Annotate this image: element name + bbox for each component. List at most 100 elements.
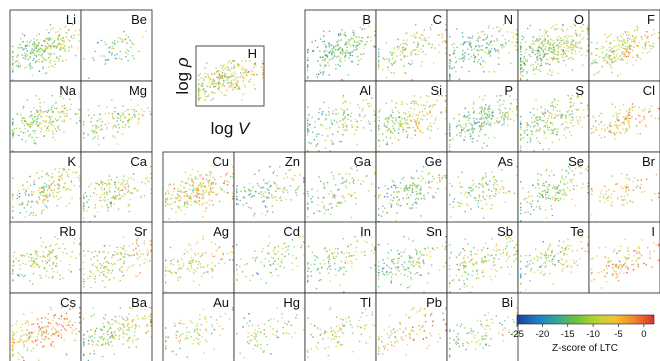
scatter-point: [451, 67, 453, 70]
scatter-point: [480, 128, 483, 131]
panel-element-label: In: [360, 224, 371, 239]
scatter-point: [56, 107, 58, 109]
scatter-point: [410, 176, 413, 178]
scatter-point: [651, 45, 654, 47]
scatter-point: [346, 129, 348, 131]
scatter-point: [311, 251, 313, 254]
scatter-point: [491, 111, 493, 113]
scatter-point: [617, 57, 620, 60]
scatter-point: [123, 262, 125, 265]
scatter-point: [398, 253, 401, 255]
panel-element-label: Rb: [59, 224, 76, 239]
scatter-point: [307, 69, 309, 72]
scatter-point: [133, 254, 135, 256]
scatter-point: [441, 95, 443, 97]
scatter-point: [319, 180, 322, 182]
scatter-point: [40, 115, 42, 118]
scatter-point: [24, 55, 26, 57]
scatter-point: [322, 73, 324, 76]
scatter-point: [315, 144, 317, 146]
scatter-point: [581, 187, 583, 189]
scatter-point: [472, 131, 474, 134]
scatter-point: [211, 269, 214, 271]
scatter-point: [68, 29, 70, 31]
scatter-point: [349, 54, 351, 57]
scatter-point: [392, 117, 394, 119]
scatter-point: [464, 135, 466, 138]
scatter-point: [47, 38, 49, 40]
scatter-point: [502, 112, 504, 114]
scatter-point: [19, 127, 21, 130]
scatter-point: [122, 188, 124, 191]
scatter-point: [41, 194, 43, 196]
scatter-point: [49, 45, 51, 47]
scatter-point: [626, 174, 628, 176]
scatter-point: [137, 190, 139, 192]
scatter-point: [194, 200, 196, 202]
scatter-point: [106, 126, 108, 128]
scatter-point: [385, 136, 387, 138]
scatter-point: [342, 178, 344, 180]
scatter-point: [111, 197, 113, 199]
scatter-point: [475, 122, 477, 124]
panel-element-label: Sn: [426, 224, 442, 239]
scatter-point: [222, 252, 224, 254]
scatter-point: [437, 188, 439, 190]
scatter-point: [569, 57, 571, 59]
scatter-point: [333, 119, 336, 122]
panel-element-label: Zn: [285, 154, 300, 169]
scatter-point: [492, 110, 494, 112]
scatter-point: [45, 206, 48, 208]
scatter-point: [412, 265, 415, 267]
scatter-point: [60, 260, 62, 262]
scatter-point: [495, 190, 497, 192]
scatter-point: [45, 173, 47, 175]
scatter-point: [79, 180, 81, 182]
scatter-point: [66, 205, 68, 207]
scatter-point: [323, 205, 325, 207]
scatter-point: [653, 33, 656, 35]
scatter-point: [617, 75, 619, 77]
scatter-point: [56, 255, 58, 257]
scatter-point: [33, 181, 35, 184]
scatter-point: [534, 53, 536, 56]
scatter-point: [406, 39, 408, 41]
scatter-point: [344, 260, 347, 262]
scatter-point: [475, 185, 478, 188]
scatter-point: [359, 43, 361, 45]
scatter-point: [79, 96, 81, 99]
scatter-point: [438, 269, 441, 271]
scatter-point: [507, 266, 509, 268]
scatter-point: [307, 129, 309, 131]
scatter-point: [177, 195, 179, 197]
scatter-point: [507, 124, 509, 126]
scatter-point: [561, 114, 563, 117]
scatter-point: [27, 130, 29, 132]
scatter-point: [256, 183, 259, 185]
scatter-point: [393, 180, 395, 183]
scatter-point: [349, 182, 351, 184]
scatter-point: [474, 58, 476, 60]
scatter-point: [527, 124, 530, 126]
scatter-point: [310, 263, 312, 266]
scatter-point: [63, 120, 66, 123]
scatter-point: [527, 191, 530, 193]
scatter-point: [536, 38, 538, 40]
scatter-point: [57, 187, 59, 190]
scatter-point: [626, 62, 628, 64]
scatter-point: [547, 39, 549, 42]
scatter-point: [307, 245, 310, 248]
scatter-point: [195, 187, 197, 189]
scatter-point: [397, 204, 399, 206]
scatter-point: [102, 270, 104, 273]
scatter-point: [392, 125, 394, 128]
scatter-point: [405, 197, 408, 200]
scatter-point: [48, 253, 50, 256]
scatter-point: [561, 193, 564, 195]
scatter-point: [402, 47, 404, 49]
scatter-point: [26, 99, 29, 101]
scatter-point: [86, 210, 88, 212]
scatter-point: [12, 52, 14, 54]
scatter-point: [617, 113, 619, 115]
scatter-point: [25, 189, 27, 191]
